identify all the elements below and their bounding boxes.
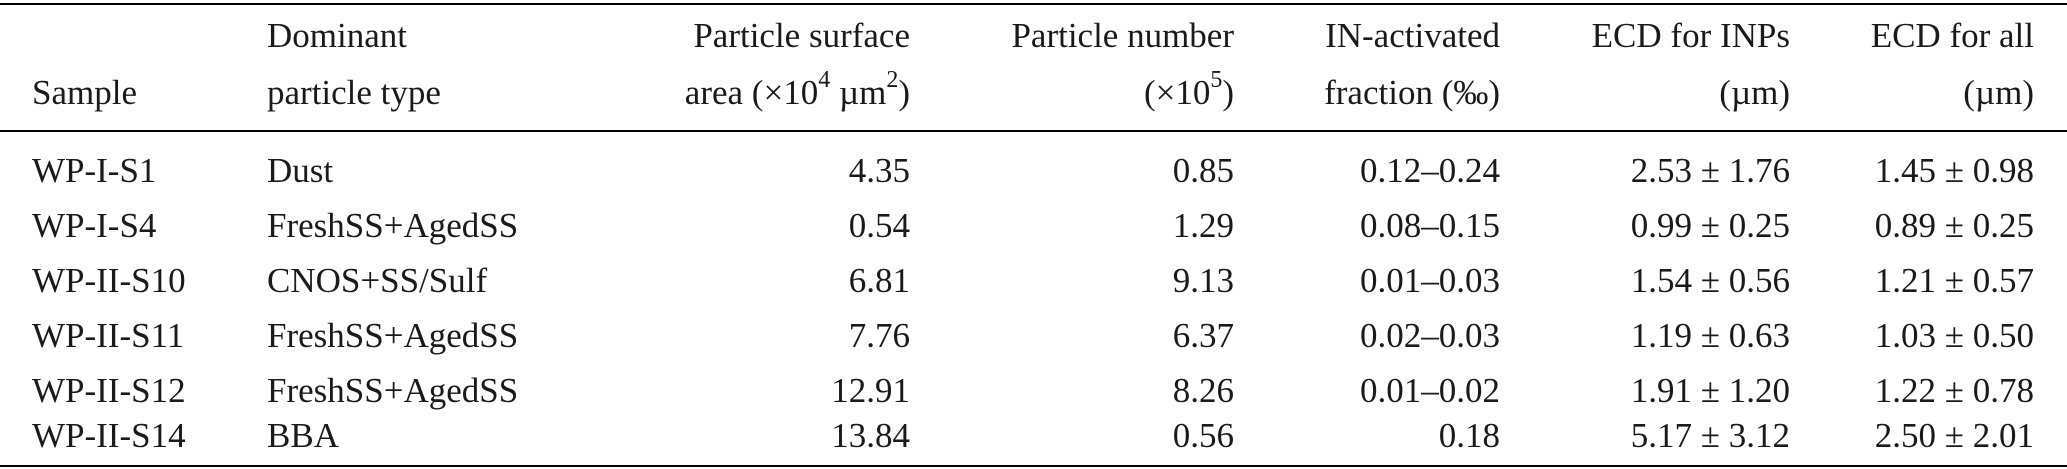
cell-number: 1.29: [1172, 206, 1234, 245]
cell-fraction: 0.01–0.03: [1360, 261, 1500, 300]
header-ecd-inps-line2: (µm): [1719, 73, 1790, 112]
top-rule: [0, 3, 2067, 5]
cell-type: Dust: [267, 151, 334, 190]
cell-sample: WP-II-S11: [32, 316, 185, 355]
cell-area: 4.35: [848, 151, 910, 190]
cell-ecd-all: 1.03 ± 0.50: [1874, 316, 2034, 355]
header-sample: Sample: [32, 73, 137, 112]
cell-fraction: 0.18: [1438, 416, 1500, 455]
cell-ecd-all: 2.50 ± 2.01: [1874, 416, 2034, 455]
cell-area: 0.54: [848, 206, 910, 245]
header-rule: [0, 130, 2067, 132]
header-area-line2: area (×104 µm2): [684, 67, 910, 112]
cell-type: FreshSS+AgedSS: [267, 371, 519, 410]
cell-sample: WP-I-S1: [32, 151, 157, 190]
cell-fraction: 0.01–0.02: [1360, 371, 1500, 410]
cell-fraction: 0.12–0.24: [1360, 151, 1500, 190]
cell-fraction: 0.02–0.03: [1360, 316, 1500, 355]
cell-type: FreshSS+AgedSS: [267, 206, 519, 245]
cell-sample: WP-II-S14: [32, 416, 186, 455]
header-fraction-line2: fraction (‰): [1324, 73, 1500, 112]
cell-ecd-inps: 5.17 ± 3.12: [1630, 416, 1790, 455]
cell-ecd-inps: 2.53 ± 1.76: [1630, 151, 1790, 190]
cell-ecd-all: 1.45 ± 0.98: [1874, 151, 2034, 190]
cell-sample: WP-I-S4: [32, 206, 157, 245]
cell-number: 9.13: [1172, 261, 1234, 300]
cell-area: 12.91: [831, 371, 910, 410]
bottom-rule: [0, 465, 2067, 467]
header-type-line1: Dominant: [267, 16, 407, 55]
header-ecd-inps-line1: ECD for INPs: [1591, 16, 1790, 55]
header-ecd-all-line1: ECD for all: [1870, 16, 2034, 55]
cell-type: CNOS+SS/Sulf: [267, 261, 488, 300]
header-number-line2: (×105): [1143, 67, 1234, 112]
cell-ecd-inps: 1.54 ± 0.56: [1630, 261, 1790, 300]
header-fraction-line1: IN-activated: [1325, 16, 1500, 55]
cell-fraction: 0.08–0.15: [1360, 206, 1500, 245]
header-ecd-all-line2: (µm): [1963, 73, 2034, 112]
cell-number: 6.37: [1172, 316, 1234, 355]
cell-ecd-all: 1.22 ± 0.78: [1874, 371, 2034, 410]
cell-area: 6.81: [848, 261, 910, 300]
header-type-line2: particle type: [267, 73, 441, 112]
cell-number: 0.56: [1172, 416, 1234, 455]
cell-ecd-inps: 1.91 ± 1.20: [1630, 371, 1790, 410]
cell-ecd-all: 1.21 ± 0.57: [1874, 261, 2034, 300]
cell-sample: WP-II-S10: [32, 261, 186, 300]
cell-type: FreshSS+AgedSS: [267, 316, 519, 355]
header-area-line1: Particle surface: [693, 16, 910, 55]
cell-area: 13.84: [831, 416, 910, 455]
cell-ecd-inps: 0.99 ± 0.25: [1630, 206, 1790, 245]
cell-type: BBA: [267, 416, 339, 455]
header-number-line1: Particle number: [1011, 16, 1234, 55]
cell-number: 8.26: [1172, 371, 1234, 410]
cell-area: 7.76: [848, 316, 910, 355]
cell-ecd-inps: 1.19 ± 0.63: [1630, 316, 1790, 355]
cell-number: 0.85: [1172, 151, 1234, 190]
cell-sample: WP-II-S12: [32, 371, 186, 410]
cell-ecd-all: 0.89 ± 0.25: [1874, 206, 2034, 245]
